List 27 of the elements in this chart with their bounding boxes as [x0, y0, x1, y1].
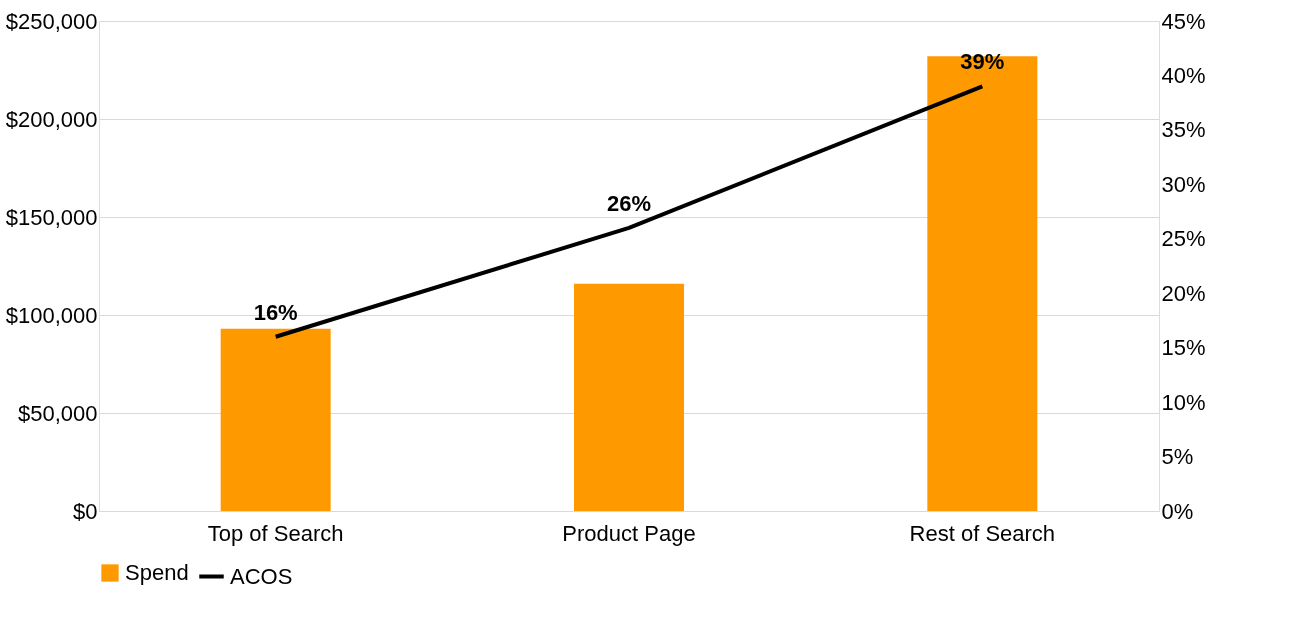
y2-tick-label: 5%: [1161, 444, 1194, 470]
y2-tick-label: 30%: [1161, 171, 1206, 197]
legend-label: Spend: [125, 560, 189, 585]
x-tick-label: Product Page: [562, 520, 696, 546]
y2-tick-label: 15%: [1161, 335, 1206, 361]
y-tick-label: $100,000: [5, 302, 98, 328]
y-tick-label: $50,000: [17, 400, 98, 426]
x-tick-label: Rest of Search: [909, 520, 1056, 546]
bar: [574, 283, 684, 511]
x-tick-label: Top of Search: [207, 520, 344, 546]
data-label: 16%: [253, 299, 298, 325]
y-tick-label: $0: [73, 498, 98, 524]
y2-tick-label: 25%: [1161, 226, 1206, 252]
y2-tick-label: 45%: [1161, 8, 1206, 34]
y2-tick-label: 20%: [1161, 280, 1206, 306]
bar: [927, 56, 1038, 511]
data-label: 39%: [960, 49, 1005, 75]
y2-tick-label: 35%: [1161, 117, 1206, 143]
y-tick-label: $150,000: [5, 204, 98, 230]
bar: [220, 328, 331, 511]
y2-tick-label: 10%: [1161, 389, 1206, 415]
y2-tick-label: 0%: [1161, 498, 1194, 524]
y-tick-label: $200,000: [5, 106, 98, 132]
y-tick-label: $250,000: [5, 8, 98, 34]
legend-label: ACOS: [230, 563, 293, 589]
data-label: 26%: [606, 190, 652, 216]
y2-tick-label: 40%: [1161, 62, 1206, 88]
